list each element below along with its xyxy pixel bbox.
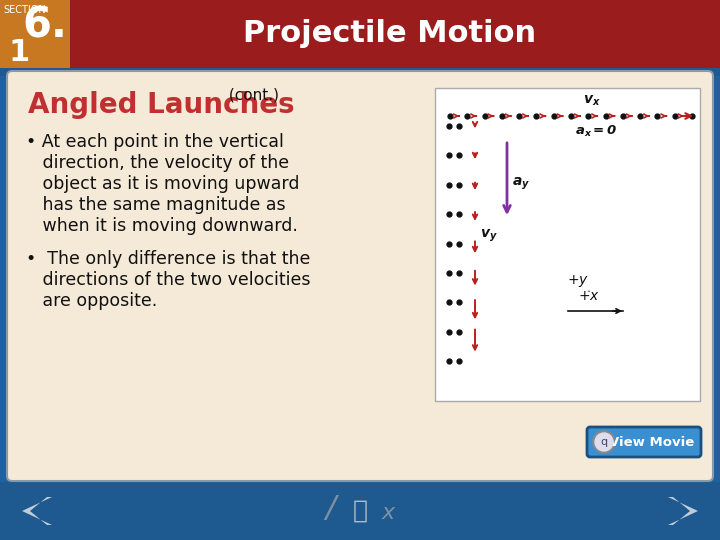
Bar	[0, 482, 720, 540]
Bar	[0, 0, 720, 68]
Text: x: x	[382, 503, 395, 523]
Text: 🏠: 🏠	[353, 499, 367, 523]
Text: 1: 1	[8, 38, 30, 67]
Text: object as it is moving upward: object as it is moving upward	[26, 175, 300, 193]
FancyBboxPatch shape	[587, 427, 701, 457]
Text: has the same magnitude as: has the same magnitude as	[26, 196, 286, 214]
Text: View Movie: View Movie	[609, 435, 695, 449]
Text: $\bfit{v}_y$: $\bfit{v}_y$	[480, 228, 498, 244]
Text: direction, the velocity of the: direction, the velocity of the	[26, 154, 289, 172]
Bar	[0, 68, 720, 76]
Text: 6.: 6.	[22, 4, 67, 46]
Text: $\hat{}$: $\hat{}$	[587, 287, 592, 296]
Text: SECTION: SECTION	[3, 5, 46, 15]
Circle shape	[595, 433, 613, 451]
Bar	[435, 88, 700, 401]
Text: $\bfit{a}_y$: $\bfit{a}_y$	[512, 176, 530, 192]
Polygon shape	[668, 497, 698, 525]
Text: (cont.): (cont.)	[224, 88, 279, 103]
Polygon shape	[22, 497, 52, 525]
FancyBboxPatch shape	[7, 71, 713, 481]
Text: •  The only difference is that the: • The only difference is that the	[26, 250, 310, 268]
Text: Projectile Motion: Projectile Motion	[243, 19, 536, 49]
Text: /: /	[325, 495, 335, 523]
Text: Angled Launches: Angled Launches	[28, 91, 294, 119]
Text: • At each point in the vertical: • At each point in the vertical	[26, 133, 284, 151]
Text: when it is moving downward.: when it is moving downward.	[26, 217, 298, 235]
Text: $\bfit{a}_x = 0$: $\bfit{a}_x = 0$	[575, 124, 618, 139]
Text: $+x$: $+x$	[578, 289, 600, 303]
Circle shape	[593, 431, 615, 453]
Text: $+y$: $+y$	[567, 273, 589, 289]
Bar	[0, 0, 70, 68]
Text: q: q	[600, 437, 608, 447]
Text: $\bfit{v}_x$: $\bfit{v}_x$	[583, 93, 600, 108]
Text: are opposite.: are opposite.	[26, 292, 157, 310]
Text: directions of the two velocities: directions of the two velocities	[26, 271, 310, 289]
